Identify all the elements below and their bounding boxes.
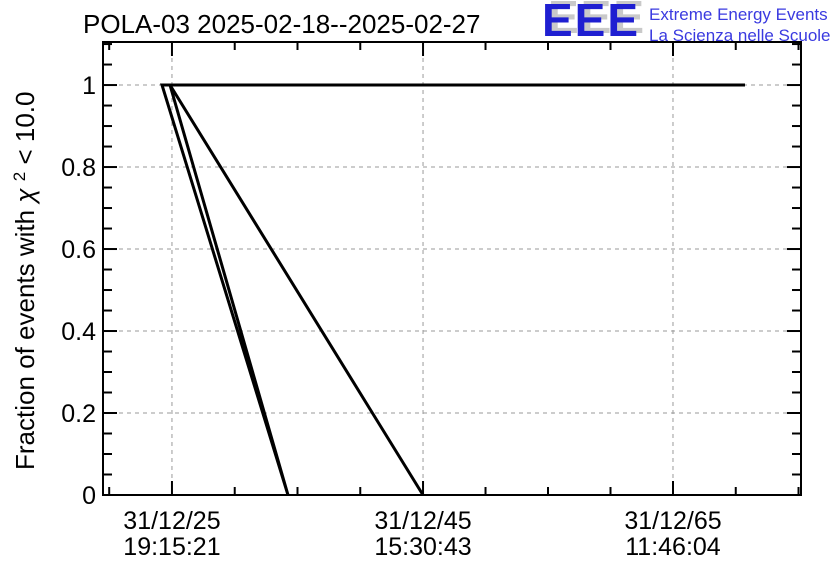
y-axis-title-prefix: Fraction of events with xyxy=(10,203,40,470)
gridlines xyxy=(103,42,801,495)
y-axis-title-suffix: < 10.0 xyxy=(10,92,40,165)
y-tick-label: 0.2 xyxy=(61,400,96,428)
chi-superscript: 2 xyxy=(10,172,29,181)
plot-frame xyxy=(102,41,802,496)
chart-title: POLA-03 2025-02-18--2025-02-27 xyxy=(83,9,480,39)
y-axis-title: Fraction of events with χ 2 < 10.0 xyxy=(1,92,40,471)
x-tick-label-time: 15:30:43 xyxy=(374,533,471,561)
eee-logo-acronym: EEE xyxy=(542,0,641,46)
chi-symbol: χ xyxy=(10,188,40,205)
x-tick-label-date: 31/12/65 xyxy=(624,507,721,535)
eee-logo-line2: La Scienza nelle Scuole xyxy=(649,25,831,45)
data-series xyxy=(159,83,745,496)
eee-logo-line1: Extreme Energy Events xyxy=(649,5,828,24)
x-tick-label-time: 19:15:21 xyxy=(123,533,220,561)
y-tick-label: 0.8 xyxy=(61,154,96,182)
y-tick-label: 1 xyxy=(82,72,96,100)
eee-logo-text: Extreme Energy Events La Scienza nelle S… xyxy=(649,5,830,46)
x-tick-label-date: 31/12/25 xyxy=(123,507,220,535)
x-tick-label-time: 11:46:04 xyxy=(625,533,721,561)
y-tick-label: 0.6 xyxy=(61,236,96,264)
data-line-fraction-vs-time xyxy=(159,83,745,496)
y-tick-label: 0.4 xyxy=(61,318,96,346)
eee-logo: EEE Extreme Energy Events La Scienza nel… xyxy=(542,0,831,46)
axis-ticks xyxy=(103,42,801,496)
x-tick-label-date: 31/12/45 xyxy=(374,507,471,535)
y-tick-label: 0 xyxy=(82,482,96,510)
